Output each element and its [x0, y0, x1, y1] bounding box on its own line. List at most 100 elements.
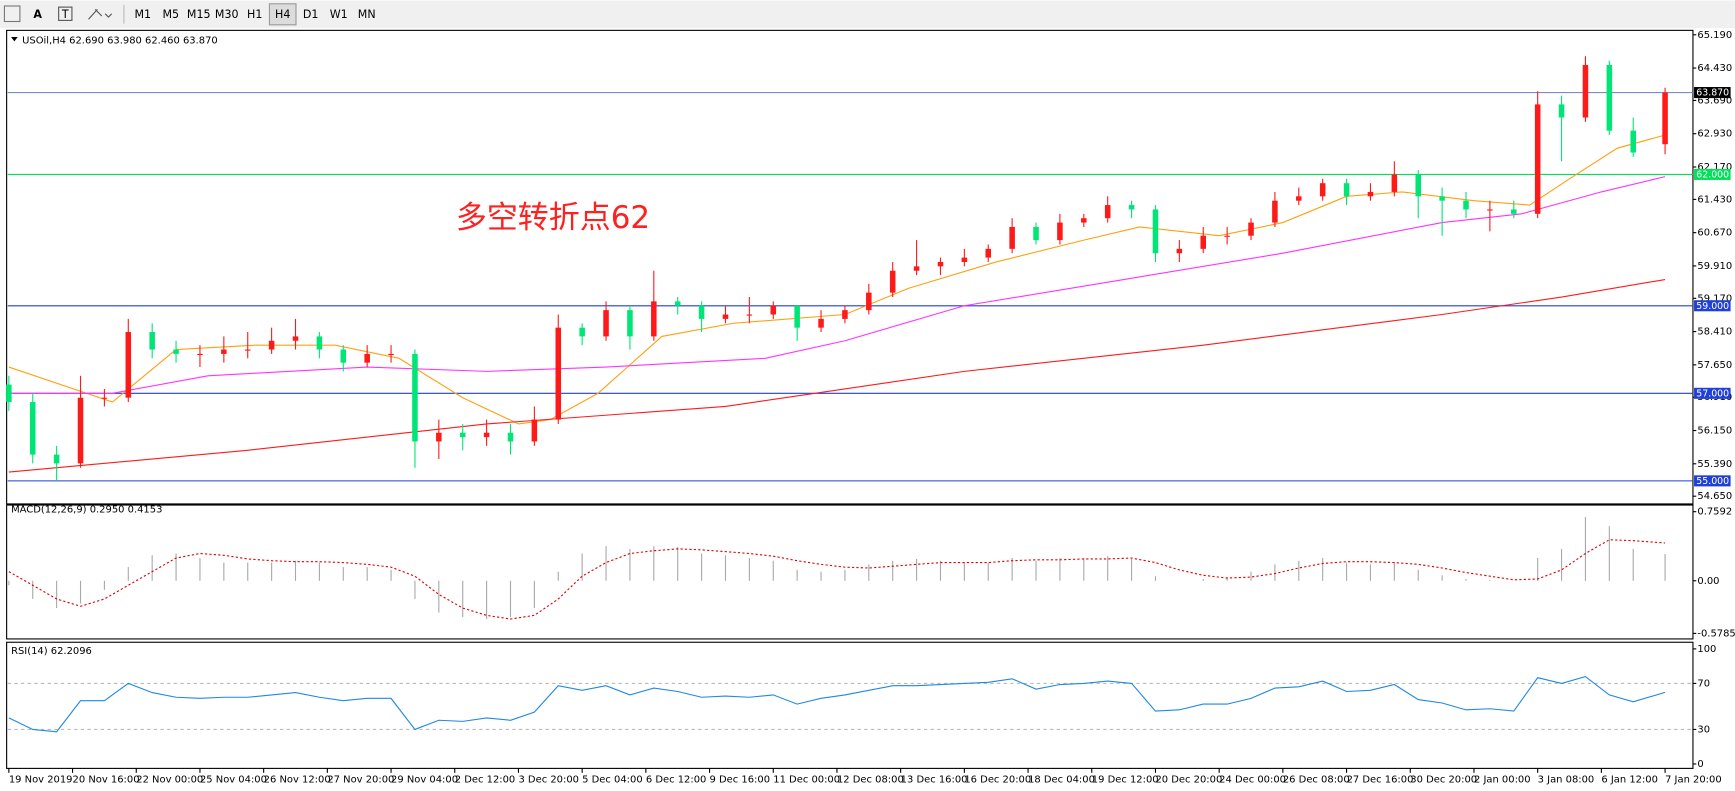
candle-body [244, 349, 251, 351]
candle-body [746, 314, 753, 316]
x-tick-label: 13 Dec 16:00 [901, 774, 968, 785]
x-tick-label: 26 Dec 08:00 [1283, 774, 1350, 785]
rsi-panel [6, 641, 1694, 769]
candle-body [53, 454, 60, 464]
candle-body [1081, 218, 1087, 223]
timeframe-button[interactable]: H1 [247, 8, 262, 21]
annotation: 多空转折点62 [456, 200, 650, 236]
y-tick-label: 55.390 [1697, 459, 1732, 470]
y-tick-label: 57.650 [1697, 360, 1732, 371]
price-level-tag [1694, 168, 1731, 180]
candle-body [483, 432, 490, 438]
cursor-icon[interactable] [3, 5, 21, 23]
x-tick-label: 27 Dec 16:00 [1347, 774, 1414, 785]
x-tick-label: 6 Dec 12:00 [646, 774, 707, 785]
y-tick-label: 59.170 [1697, 293, 1732, 304]
x-tick-label: 30 Dec 20:00 [1410, 774, 1477, 785]
timeframe-button[interactable]: H4 [275, 8, 290, 21]
price-level-label: 55.000 [1696, 476, 1729, 487]
candle-body [889, 270, 896, 293]
candle-body [579, 327, 585, 337]
price-level-label: 57.000 [1696, 388, 1729, 399]
y-tick-label: 70 [1697, 678, 1710, 689]
candle-body [1439, 196, 1445, 201]
plot: 65.190 64.430 63.690 62.930 62.170 61.430 60.6… [6, 30, 1735, 785]
candle-body [651, 301, 657, 337]
candle-body [1534, 104, 1541, 214]
y-tick-label: 61.430 [1697, 194, 1732, 205]
y-tick-label: 56.150 [1697, 426, 1732, 437]
label-tool[interactable]: T [61, 8, 69, 21]
label-tool-frame [58, 6, 73, 21]
toolbar-buttons: A T M1 M5 M15 M30 H1 H4 D1 W1 MN [3, 3, 376, 26]
candle-body [1009, 226, 1015, 249]
candle-body [1367, 191, 1374, 197]
candle-body [866, 292, 872, 311]
candle-body [197, 353, 203, 356]
x-tick-label: 6 Jan 12:00 [1601, 774, 1658, 785]
candle-body [818, 318, 824, 328]
timeframe-button[interactable]: D1 [303, 8, 319, 21]
y-tick-label: 62.930 [1697, 129, 1732, 140]
y-tick-label: 64.430 [1697, 63, 1732, 74]
x-tick-label: 12 Dec 08:00 [837, 774, 904, 785]
candle-body [340, 349, 347, 363]
text-tool[interactable]: A [33, 8, 42, 21]
y-tick-label: 30 [1697, 724, 1710, 735]
x-tick-label: 11 Dec 00:00 [773, 774, 840, 785]
x-tick-label: 3 Dec 20:00 [518, 774, 579, 785]
timeframe-button[interactable]: M1 [134, 8, 151, 21]
candle-body [221, 349, 227, 354]
candle-body [1104, 205, 1111, 219]
candle-body [125, 332, 132, 398]
candle-body [698, 305, 705, 319]
price-title: USOil,H4 62.690 63.980 62.460 63.870 [22, 35, 218, 46]
y-tick-label: 62.170 [1697, 162, 1732, 173]
candle-body [388, 353, 394, 356]
y-tick-label: 0 [1697, 759, 1703, 770]
candle-body [842, 310, 848, 319]
candle-body [770, 305, 777, 315]
candle-body [459, 432, 466, 438]
candle-body [1224, 235, 1230, 237]
timeframe-button[interactable]: W1 [330, 8, 348, 21]
candle-body [1296, 196, 1302, 201]
timeframe-button[interactable]: MN [358, 8, 376, 21]
candle-body [1630, 130, 1636, 153]
price-level-label: 63.870 [1696, 88, 1729, 99]
candle-body [77, 397, 84, 464]
x-tick-label: 24 Dec 00:00 [1219, 774, 1286, 785]
price-panel [6, 29, 1694, 505]
x-tick-label: 25 Nov 04:00 [200, 774, 267, 785]
candle-body [1415, 174, 1421, 197]
candle-body [1662, 92, 1668, 145]
candle-body [674, 301, 681, 306]
timeframe-button[interactable]: M30 [215, 8, 239, 21]
y-tick-label: 100 [1697, 644, 1716, 655]
candle-body [961, 257, 968, 262]
moving-average [8, 278, 1666, 473]
candle-body [531, 419, 538, 442]
price-level-label: 62.000 [1696, 169, 1729, 180]
candle-body [364, 353, 370, 363]
macd-title: MACD(12,26,9) 0.2950 0.4153 [11, 504, 162, 515]
price-level-tag [1694, 387, 1731, 399]
y-tick-label: 54.650 [1697, 491, 1732, 502]
candle-body [29, 402, 36, 455]
candle-body [913, 266, 920, 271]
y-tick-label: 63.690 [1697, 95, 1732, 106]
candle-body [101, 397, 108, 399]
candle-body [1128, 205, 1135, 210]
active-button [268, 3, 297, 26]
timeframe-button[interactable]: M15 [187, 8, 211, 21]
x-tick-label: 20 Nov 16:00 [73, 774, 140, 785]
y-tick-label: 60.670 [1697, 228, 1732, 239]
candle-body [6, 384, 12, 403]
candle-body [555, 327, 562, 420]
x-tick-label: 19 Dec 12:00 [1092, 774, 1159, 785]
x-tick-label: 18 Dec 04:00 [1028, 774, 1095, 785]
x-tick-label: 7 Jan 20:00 [1665, 774, 1722, 785]
timeframe-button[interactable]: M5 [162, 8, 179, 21]
objects-icon[interactable] [88, 8, 113, 20]
